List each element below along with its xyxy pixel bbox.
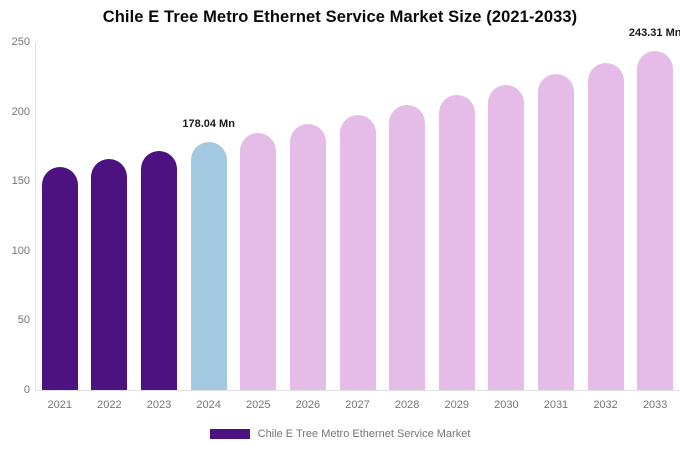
bar-2033[interactable]: [637, 51, 674, 390]
y-tick-label: 100: [11, 244, 30, 257]
bar-2027[interactable]: [339, 115, 376, 390]
chart-title: Chile E Tree Metro Ethernet Service Mark…: [102, 8, 578, 26]
bar-2030[interactable]: [488, 84, 525, 390]
x-tick-label-2032: 2032: [593, 399, 618, 411]
bar-2025[interactable]: [240, 133, 277, 390]
y-axis-line: [35, 42, 36, 390]
bar-2021[interactable]: [41, 166, 78, 390]
x-tick-label-2021: 2021: [47, 399, 73, 411]
x-tick-label-2031: 2031: [543, 399, 569, 411]
x-tick-label-2023: 2023: [146, 399, 172, 411]
y-tick-label: 0: [23, 384, 30, 396]
x-tick-label-2024: 2024: [196, 399, 221, 411]
legend-label: Chile E Tree Metro Ethernet Service Mark…: [257, 428, 471, 440]
x-tick-label-2026: 2026: [295, 399, 321, 411]
x-tick-label-2027: 2027: [345, 399, 370, 411]
value-label-2024: 178.04 Mn: [182, 118, 235, 131]
legend[interactable]: Chile E Tree Metro Ethernet Service Mark…: [0, 426, 680, 442]
x-tick-label-2029: 2029: [444, 399, 469, 411]
bar-2028[interactable]: [389, 105, 426, 390]
y-tick-label: 150: [11, 175, 30, 188]
x-tick-label-2028: 2028: [394, 399, 420, 411]
x-axis-line: [35, 390, 680, 391]
bar-2029[interactable]: [438, 95, 475, 390]
bar-2024[interactable]: [190, 142, 227, 390]
x-tick-label-2030: 2030: [494, 399, 519, 411]
y-tick-label: 50: [17, 314, 30, 327]
bar-2023[interactable]: [141, 150, 178, 390]
x-tick-label-2025: 2025: [246, 399, 271, 411]
y-tick-label: 250: [11, 36, 30, 48]
bar-2022[interactable]: [91, 158, 128, 390]
bar-2026[interactable]: [289, 124, 326, 390]
bar-2032[interactable]: [587, 63, 624, 390]
y-tick-label: 200: [11, 105, 30, 118]
bar-2031[interactable]: [537, 74, 574, 390]
x-tick-label-2022: 2022: [97, 399, 122, 411]
value-label-2033: 243.31 Mn: [628, 27, 680, 40]
legend-swatch: [209, 429, 250, 439]
x-tick-label-2033: 2033: [642, 399, 668, 411]
